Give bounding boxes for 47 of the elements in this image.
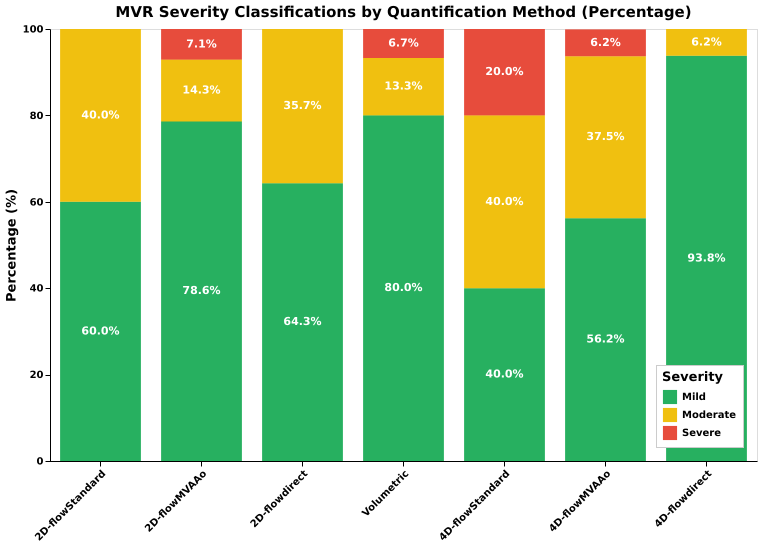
data-label: 13.3% [384,80,423,93]
bar [262,183,343,461]
bar [363,29,444,58]
legend-title: Severity [662,370,724,385]
data-label: 56.2% [586,332,625,346]
bar [464,29,545,116]
y-axis-title: Percentage (%) [4,188,20,302]
data-label: 6.2% [590,36,621,49]
y-tick-label: 0 [36,456,44,468]
y-tick-label: 40 [30,284,44,295]
chart-title: MVR Severity Classifications by Quantification Method (Percentage) [115,3,692,21]
bar [262,29,343,184]
bar [565,29,646,56]
bar [464,115,545,288]
bar [161,60,242,122]
data-label: 20.0% [485,65,524,78]
bar [464,288,545,461]
bar [60,29,141,202]
bar [363,115,444,461]
y-tick-label: 60 [30,197,44,208]
data-label: 14.3% [182,84,221,97]
bar [60,202,141,461]
legend-label: Severe [682,428,722,439]
data-label: 40.0% [81,108,120,122]
bar [161,121,242,461]
data-label: 40.0% [485,194,524,208]
legend-label: Moderate [682,410,736,421]
data-label: 7.1% [186,37,217,50]
bar [363,58,444,116]
legend-label: Mild [682,392,706,403]
bar [161,29,242,60]
data-label: 6.7% [388,36,419,50]
data-label: 37.5% [586,130,625,144]
y-tick-label: 20 [30,370,44,382]
data-label: 35.7% [283,99,322,112]
bar [565,56,646,218]
y-tick-label: 80 [30,110,44,122]
bar [565,218,646,461]
data-label: 40.0% [485,368,524,381]
data-label: 93.8% [687,251,726,264]
data-label: 64.3% [283,315,322,328]
data-label: 80.0% [384,281,423,294]
data-label: 60.0% [81,324,120,338]
bar [666,29,747,56]
data-label: 78.6% [182,284,221,298]
y-tick-label: 100 [22,24,44,36]
data-label: 6.2% [691,35,722,48]
